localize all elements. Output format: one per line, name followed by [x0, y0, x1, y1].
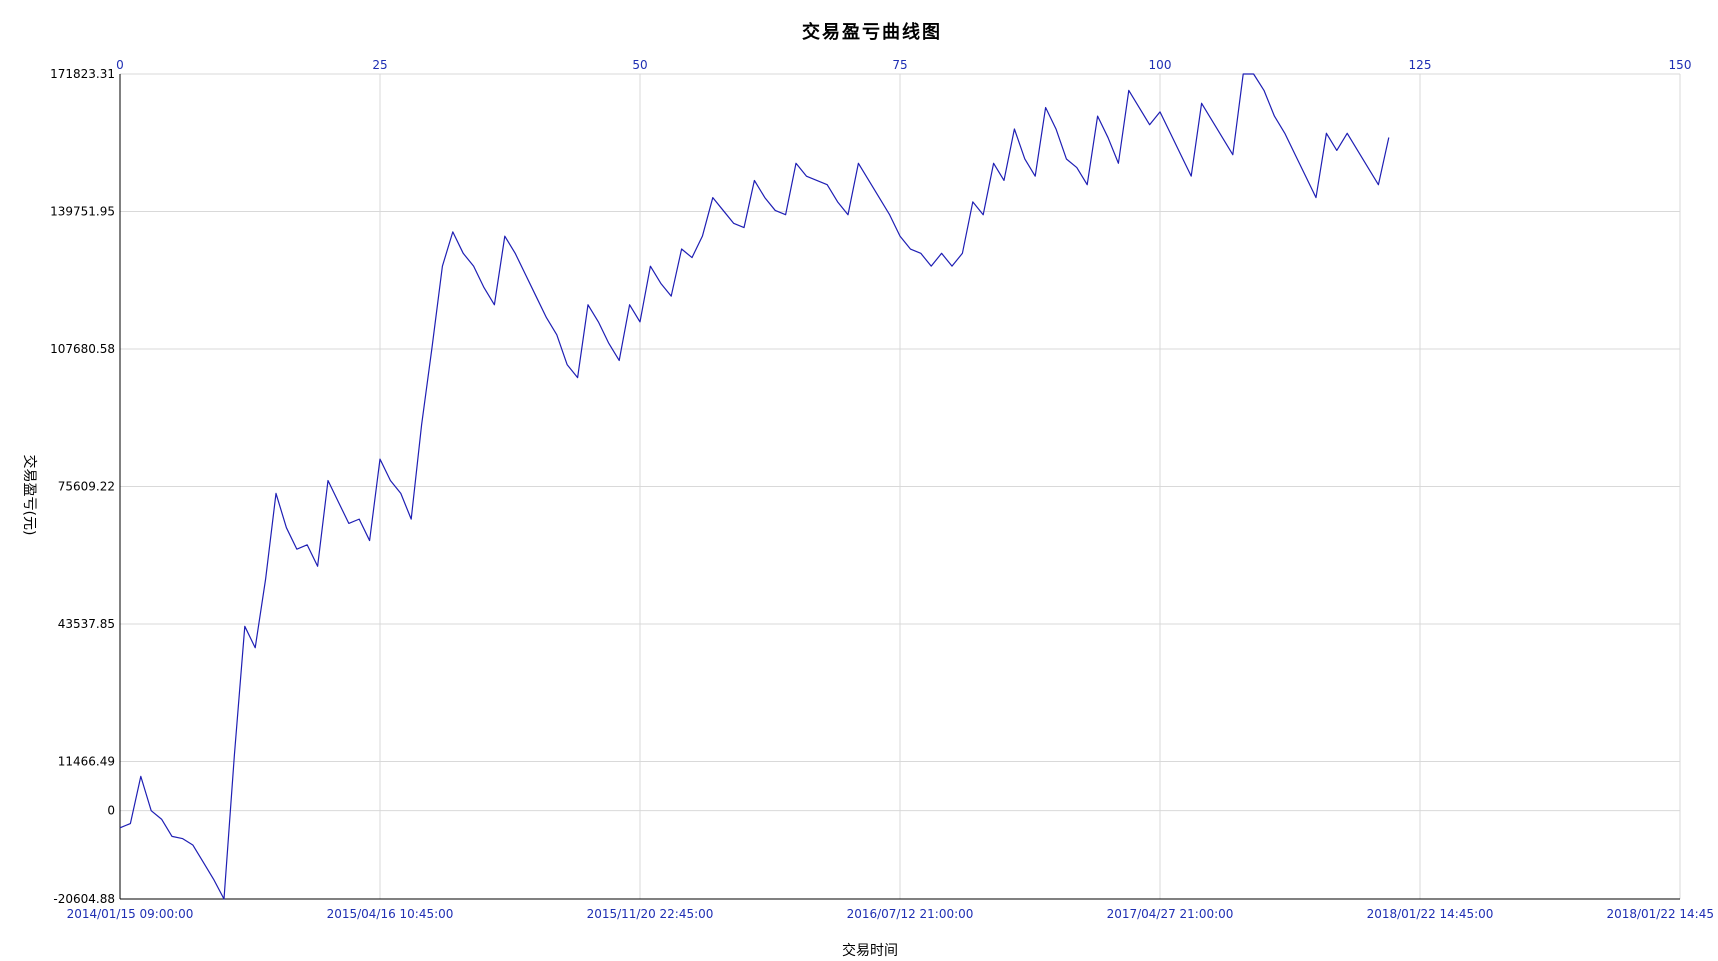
x-axis-label: 交易时间 — [842, 942, 898, 959]
y-tick-label: 75609.22 — [58, 479, 115, 493]
y-tick-labels: 171823.31 139751.95 107680.58 75609.22 43537… — [50, 67, 115, 906]
x-bottom-tick-label: 2016/07/12 21:00:00 — [847, 907, 974, 921]
x-top-tick-label: 125 — [1409, 58, 1432, 72]
x-bottom-tick-label: 2015/11/20 22:45:00 — [587, 907, 714, 921]
y-tick-label: 11466.49 — [58, 755, 115, 769]
x-bottom-tick-labels: 2014/01/15 09:00:00 2015/04/16 10:45:00 20… — [67, 907, 1714, 921]
x-bottom-tick-label: 2018/01/22 14:45:00 — [1367, 907, 1494, 921]
x-bottom-tick-label: 2018/01/22 14:45 — [1606, 907, 1714, 921]
x-top-tick-label: 0 — [116, 58, 124, 72]
series-group — [119, 73, 1390, 900]
x-top-tick-label: 150 — [1669, 58, 1692, 72]
x-top-tick-label: 75 — [892, 58, 907, 72]
series-line — [119, 73, 1390, 900]
x-top-tick-labels: 0 25 50 75 100 125 150 — [116, 58, 1691, 72]
y-tick-label: 139751.95 — [50, 204, 115, 218]
grid-lines — [120, 73, 1681, 899]
x-top-tick-label: 100 — [1149, 58, 1172, 72]
y-tick-label: 43537.85 — [58, 617, 115, 631]
y-tick-label: 0 — [107, 804, 115, 818]
y-tick-label: 107680.58 — [50, 342, 115, 356]
x-bottom-tick-label: 2017/04/27 21:00:00 — [1107, 907, 1234, 921]
axes — [119, 74, 1680, 900]
y-tick-label: -20604.88 — [53, 892, 115, 906]
x-bottom-tick-label: 2015/04/16 10:45:00 — [327, 907, 454, 921]
x-top-tick-label: 25 — [372, 58, 387, 72]
chart-title: 交易盈亏曲线图 — [802, 21, 942, 43]
x-bottom-tick-label: 2014/01/15 09:00:00 — [67, 907, 194, 921]
x-top-tick-label: 50 — [632, 58, 647, 72]
y-tick-label: 171823.31 — [50, 67, 115, 81]
y-axis-label: 交易盈亏(元) — [21, 455, 38, 536]
